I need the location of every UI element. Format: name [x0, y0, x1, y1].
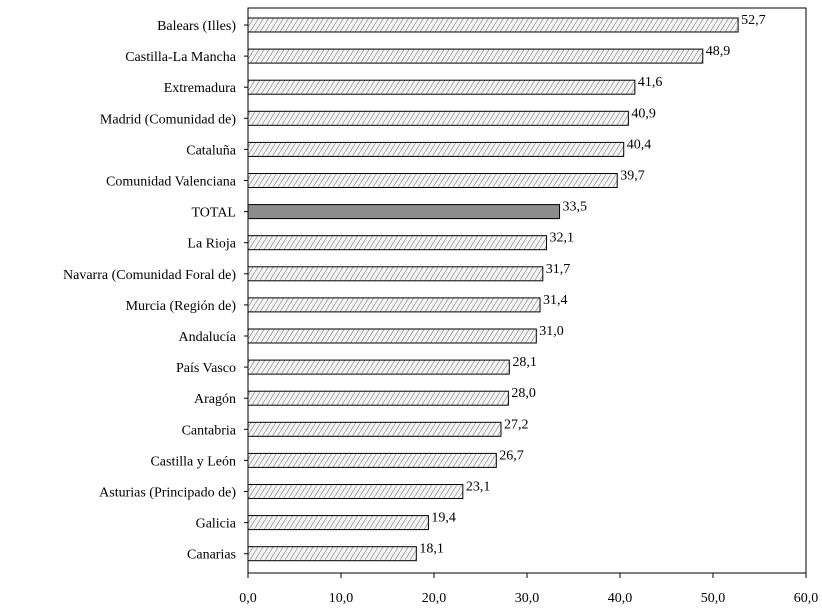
category-label-pais-vasco: País Vasco: [176, 361, 236, 376]
category-label-asturias-principado-de: Asturias (Principado de): [99, 486, 236, 501]
value-label-cantabria: 27,2: [504, 417, 528, 432]
value-label-balears-illes: 52,7: [741, 13, 766, 28]
bar-madrid-comunidad-de: [247, 110, 629, 126]
x-tick-label-6: 60,0: [794, 591, 819, 606]
value-label-castilla-y-leon: 26,7: [499, 448, 524, 463]
bar-cantabria: [247, 421, 502, 437]
category-label-comunidad-valenciana: Comunidad Valenciana: [106, 175, 237, 190]
value-label-andalucia: 31,0: [539, 324, 564, 339]
value-label-total: 33,5: [563, 200, 588, 215]
bar-castilla-y-leon: [247, 452, 497, 468]
bar-aragon: [247, 390, 509, 406]
x-tick-label-0: 0,0: [239, 591, 257, 606]
category-label-navarra-comunidad-foral-de: Navarra (Comunidad Foral de): [63, 268, 236, 283]
x-tick-label-1: 10,0: [329, 591, 354, 606]
value-label-canarias: 18,1: [419, 542, 444, 557]
bar-canarias: [247, 546, 417, 562]
category-label-balears-illes: Balears (Illes): [157, 19, 236, 34]
value-label-navarra-comunidad-foral-de: 31,7: [546, 262, 571, 277]
value-label-aragon: 28,0: [511, 386, 536, 401]
value-label-pais-vasco: 28,1: [512, 355, 537, 370]
value-label-cataluna: 40,4: [627, 137, 652, 152]
x-tick-label-5: 50,0: [701, 591, 726, 606]
category-label-castilla-la-mancha: Castilla-La Mancha: [125, 50, 237, 65]
x-tick-label-4: 40,0: [608, 591, 633, 606]
category-label-total: TOTAL: [191, 206, 236, 221]
category-label-extremadura: Extremadura: [164, 81, 237, 96]
category-label-canarias: Canarias: [187, 548, 236, 563]
x-axis: 0,0 10,0 20,0 30,0 40,0 50,0 60,0: [239, 573, 818, 606]
bar-extremadura: [247, 79, 636, 95]
bar-total: [247, 204, 561, 220]
value-label-madrid-comunidad-de: 40,9: [631, 106, 656, 121]
bar-la-rioja: [247, 235, 548, 251]
bar-balears-illes: [247, 17, 739, 33]
bar-galicia: [247, 515, 429, 531]
x-tick-label-2: 20,0: [422, 591, 447, 606]
value-label-asturias-principado-de: 23,1: [466, 480, 491, 495]
category-label-madrid-comunidad-de: Madrid (Comunidad de): [100, 112, 236, 127]
bar-cataluna: [247, 141, 625, 157]
category-label-cataluna: Cataluña: [186, 143, 237, 158]
category-label-la-rioja: La Rioja: [187, 237, 236, 252]
bar-pais-vasco: [247, 359, 510, 375]
bar-murcia-region-de: [247, 297, 541, 313]
category-label-aragon: Aragón: [194, 392, 236, 407]
category-label-andalucia: Andalucía: [178, 330, 236, 345]
x-tick-label-3: 30,0: [515, 591, 540, 606]
value-label-murcia-region-de: 31,4: [543, 293, 568, 308]
bar-castilla-la-mancha: [247, 48, 704, 64]
bar-comunidad-valenciana: [247, 173, 618, 188]
bar-asturias-principado-de: [247, 484, 464, 499]
value-label-galicia: 19,4: [431, 511, 456, 526]
category-label-galicia: Galicia: [196, 517, 237, 532]
value-label-extremadura: 41,6: [638, 75, 663, 90]
category-label-murcia-region-de: Murcia (Región de): [126, 299, 237, 314]
value-label-castilla-la-mancha: 48,9: [706, 44, 731, 59]
category-label-cantabria: Cantabria: [182, 423, 237, 438]
category-label-castilla-y-leon: Castilla y León: [150, 454, 236, 469]
value-label-comunidad-valenciana: 39,7: [620, 169, 645, 184]
bars-group: Balears (Illes) 52,7 Castilla-La Mancha 48,…: [63, 13, 766, 563]
bar-andalucia: [247, 328, 537, 344]
bar-navarra-comunidad-foral-de: [247, 266, 544, 282]
value-label-la-rioja: 32,1: [550, 231, 575, 246]
